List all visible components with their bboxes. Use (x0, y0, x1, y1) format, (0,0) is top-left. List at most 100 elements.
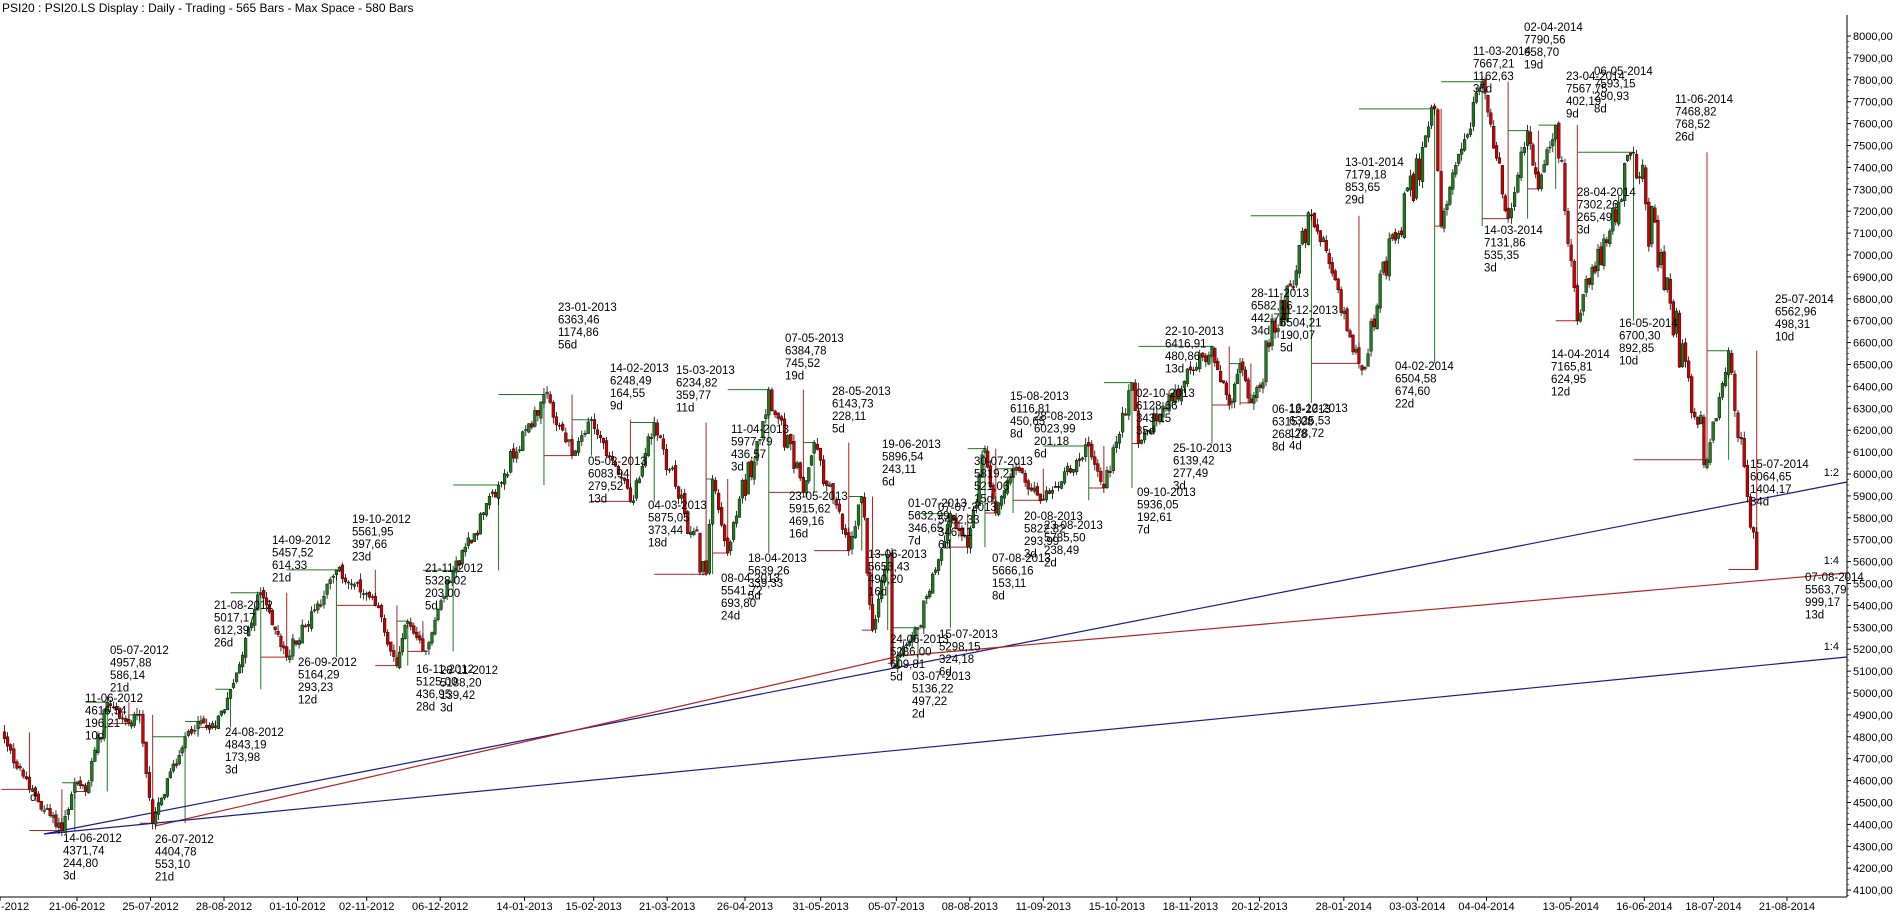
candle-body (809, 455, 814, 466)
pivot-annotation-line: 7567,75 (1566, 84, 1608, 96)
candle-body (382, 618, 387, 633)
pivot-annotation-line: 5915,62 (789, 504, 831, 516)
candle-body (1659, 251, 1663, 265)
candle-body (168, 771, 172, 778)
price-tick-label: 5400,00 (1853, 600, 1893, 612)
candle-body (1047, 490, 1051, 494)
price-tick-label: 5700,00 (1853, 535, 1893, 547)
candle-body (643, 453, 647, 467)
candle-body (1357, 347, 1361, 364)
pivot-annotation-line: 201,18 (1034, 436, 1069, 448)
pivot-annotation-line: 26-09-2012 (298, 657, 357, 669)
candle-body (253, 608, 257, 626)
candle-body (386, 631, 390, 645)
candle-body (1551, 139, 1555, 147)
pivot-annotation-line: 5286,00 (890, 647, 932, 659)
candle-body (105, 701, 109, 713)
candle-body (1306, 212, 1310, 245)
candle-body (1509, 208, 1513, 219)
candle-body (328, 579, 332, 584)
candle-body (1345, 308, 1349, 331)
candle-body (63, 816, 67, 833)
pivot-annotation-line: 16d (868, 587, 887, 599)
candle-body (1647, 201, 1651, 247)
candle-body (1044, 490, 1048, 501)
candle-body (1276, 328, 1280, 332)
candle-body (1572, 261, 1576, 288)
candle-body (1593, 265, 1597, 273)
candle-body (1708, 442, 1712, 463)
candle-body (1002, 490, 1007, 499)
pivot-annotation-line: 30-07-2013 (974, 456, 1033, 468)
candle-body (931, 573, 935, 594)
pivot-annotation-line: 6363,46 (558, 315, 600, 327)
pivot-annotation-line: 139,42 (440, 690, 475, 702)
pivot-annotation-line: 24-08-2012 (225, 727, 284, 739)
pivot-annotation-line: 436,95 (416, 689, 451, 701)
candle-body (273, 626, 277, 630)
candle-body (868, 571, 872, 605)
pivot-annotation-line: 153,11 (992, 578, 1026, 590)
pivot-annotation-line: 5785,50 (1044, 533, 1086, 545)
candle-body (1399, 230, 1403, 236)
pivot-annotation-line: 6d (939, 667, 952, 679)
candle-body (180, 747, 184, 754)
pivot-annotation-line: 612,39 (214, 625, 249, 637)
candle-body (1420, 147, 1425, 182)
candle-body (361, 593, 365, 595)
candle-body (1059, 481, 1064, 489)
candle-body (1378, 273, 1382, 309)
date-tick-label: 15-10-2013 (1089, 901, 1145, 913)
pivot-annotation-line: 13d (1165, 364, 1184, 376)
pivot-annotation-line: 15d (974, 494, 993, 506)
pivot-annotation-line: 346,65 (908, 523, 943, 535)
annotation-layer: 11-06-20124616,54196,2110dd14-06-2012437… (30, 22, 1864, 884)
pivot-annotation-line: 7302,26 (1577, 200, 1619, 212)
candle-body (619, 477, 624, 479)
pivot-annotation-line: 5d (1280, 343, 1293, 355)
candle-body (573, 450, 577, 456)
pivot-annotation-line: d (30, 792, 36, 804)
candle-body (1433, 105, 1437, 110)
price-tick-label: 7500,00 (1853, 141, 1893, 153)
candle-body (734, 515, 739, 524)
candle-body (1534, 167, 1538, 175)
date-tick-label: 06-12-2012 (412, 901, 468, 913)
pivot-annotation-line: 07-05-2013 (785, 333, 844, 345)
pivot-annotation-line: 5632,99 (908, 511, 950, 523)
pivot-annotation-line: 658,70 (1524, 47, 1559, 59)
pivot-annotation-line: 12d (1551, 387, 1570, 399)
candle-body (1554, 124, 1558, 140)
candle-body (1503, 195, 1507, 211)
candle-body (1414, 158, 1419, 199)
candle-body (337, 566, 342, 572)
pivot-annotation-line: 5977,79 (731, 437, 773, 449)
price-tick-label: 4100,00 (1853, 885, 1893, 897)
candle-body (288, 655, 292, 660)
candle-body (714, 480, 718, 492)
pivot-annotation-line: 18-04-2013 (748, 553, 807, 565)
date-tick-label: 18-07-2014 (1685, 901, 1741, 913)
candle-body (1492, 126, 1496, 149)
candle-body (1227, 394, 1231, 406)
price-tick-label: 5300,00 (1853, 622, 1893, 634)
candle-body (427, 642, 431, 650)
candle-body (1017, 466, 1021, 472)
candle-body (509, 451, 513, 473)
pivot-annotation-line: 35d (1473, 84, 1492, 96)
candle-body (664, 449, 669, 470)
candle-body (1182, 380, 1186, 388)
candle-body (1748, 496, 1753, 528)
candle-body (604, 440, 609, 457)
candle-body (1605, 239, 1609, 243)
candle-body (472, 533, 476, 543)
candle-body (601, 437, 606, 444)
candle-body (1108, 470, 1112, 473)
pivot-annotation-line: 28d (416, 702, 435, 714)
candle-body (999, 495, 1004, 506)
candle-body (637, 478, 641, 484)
pivot-annotation-line: 6128,66 (1136, 401, 1178, 413)
candle-body (1650, 206, 1654, 245)
candle-body (313, 609, 317, 612)
